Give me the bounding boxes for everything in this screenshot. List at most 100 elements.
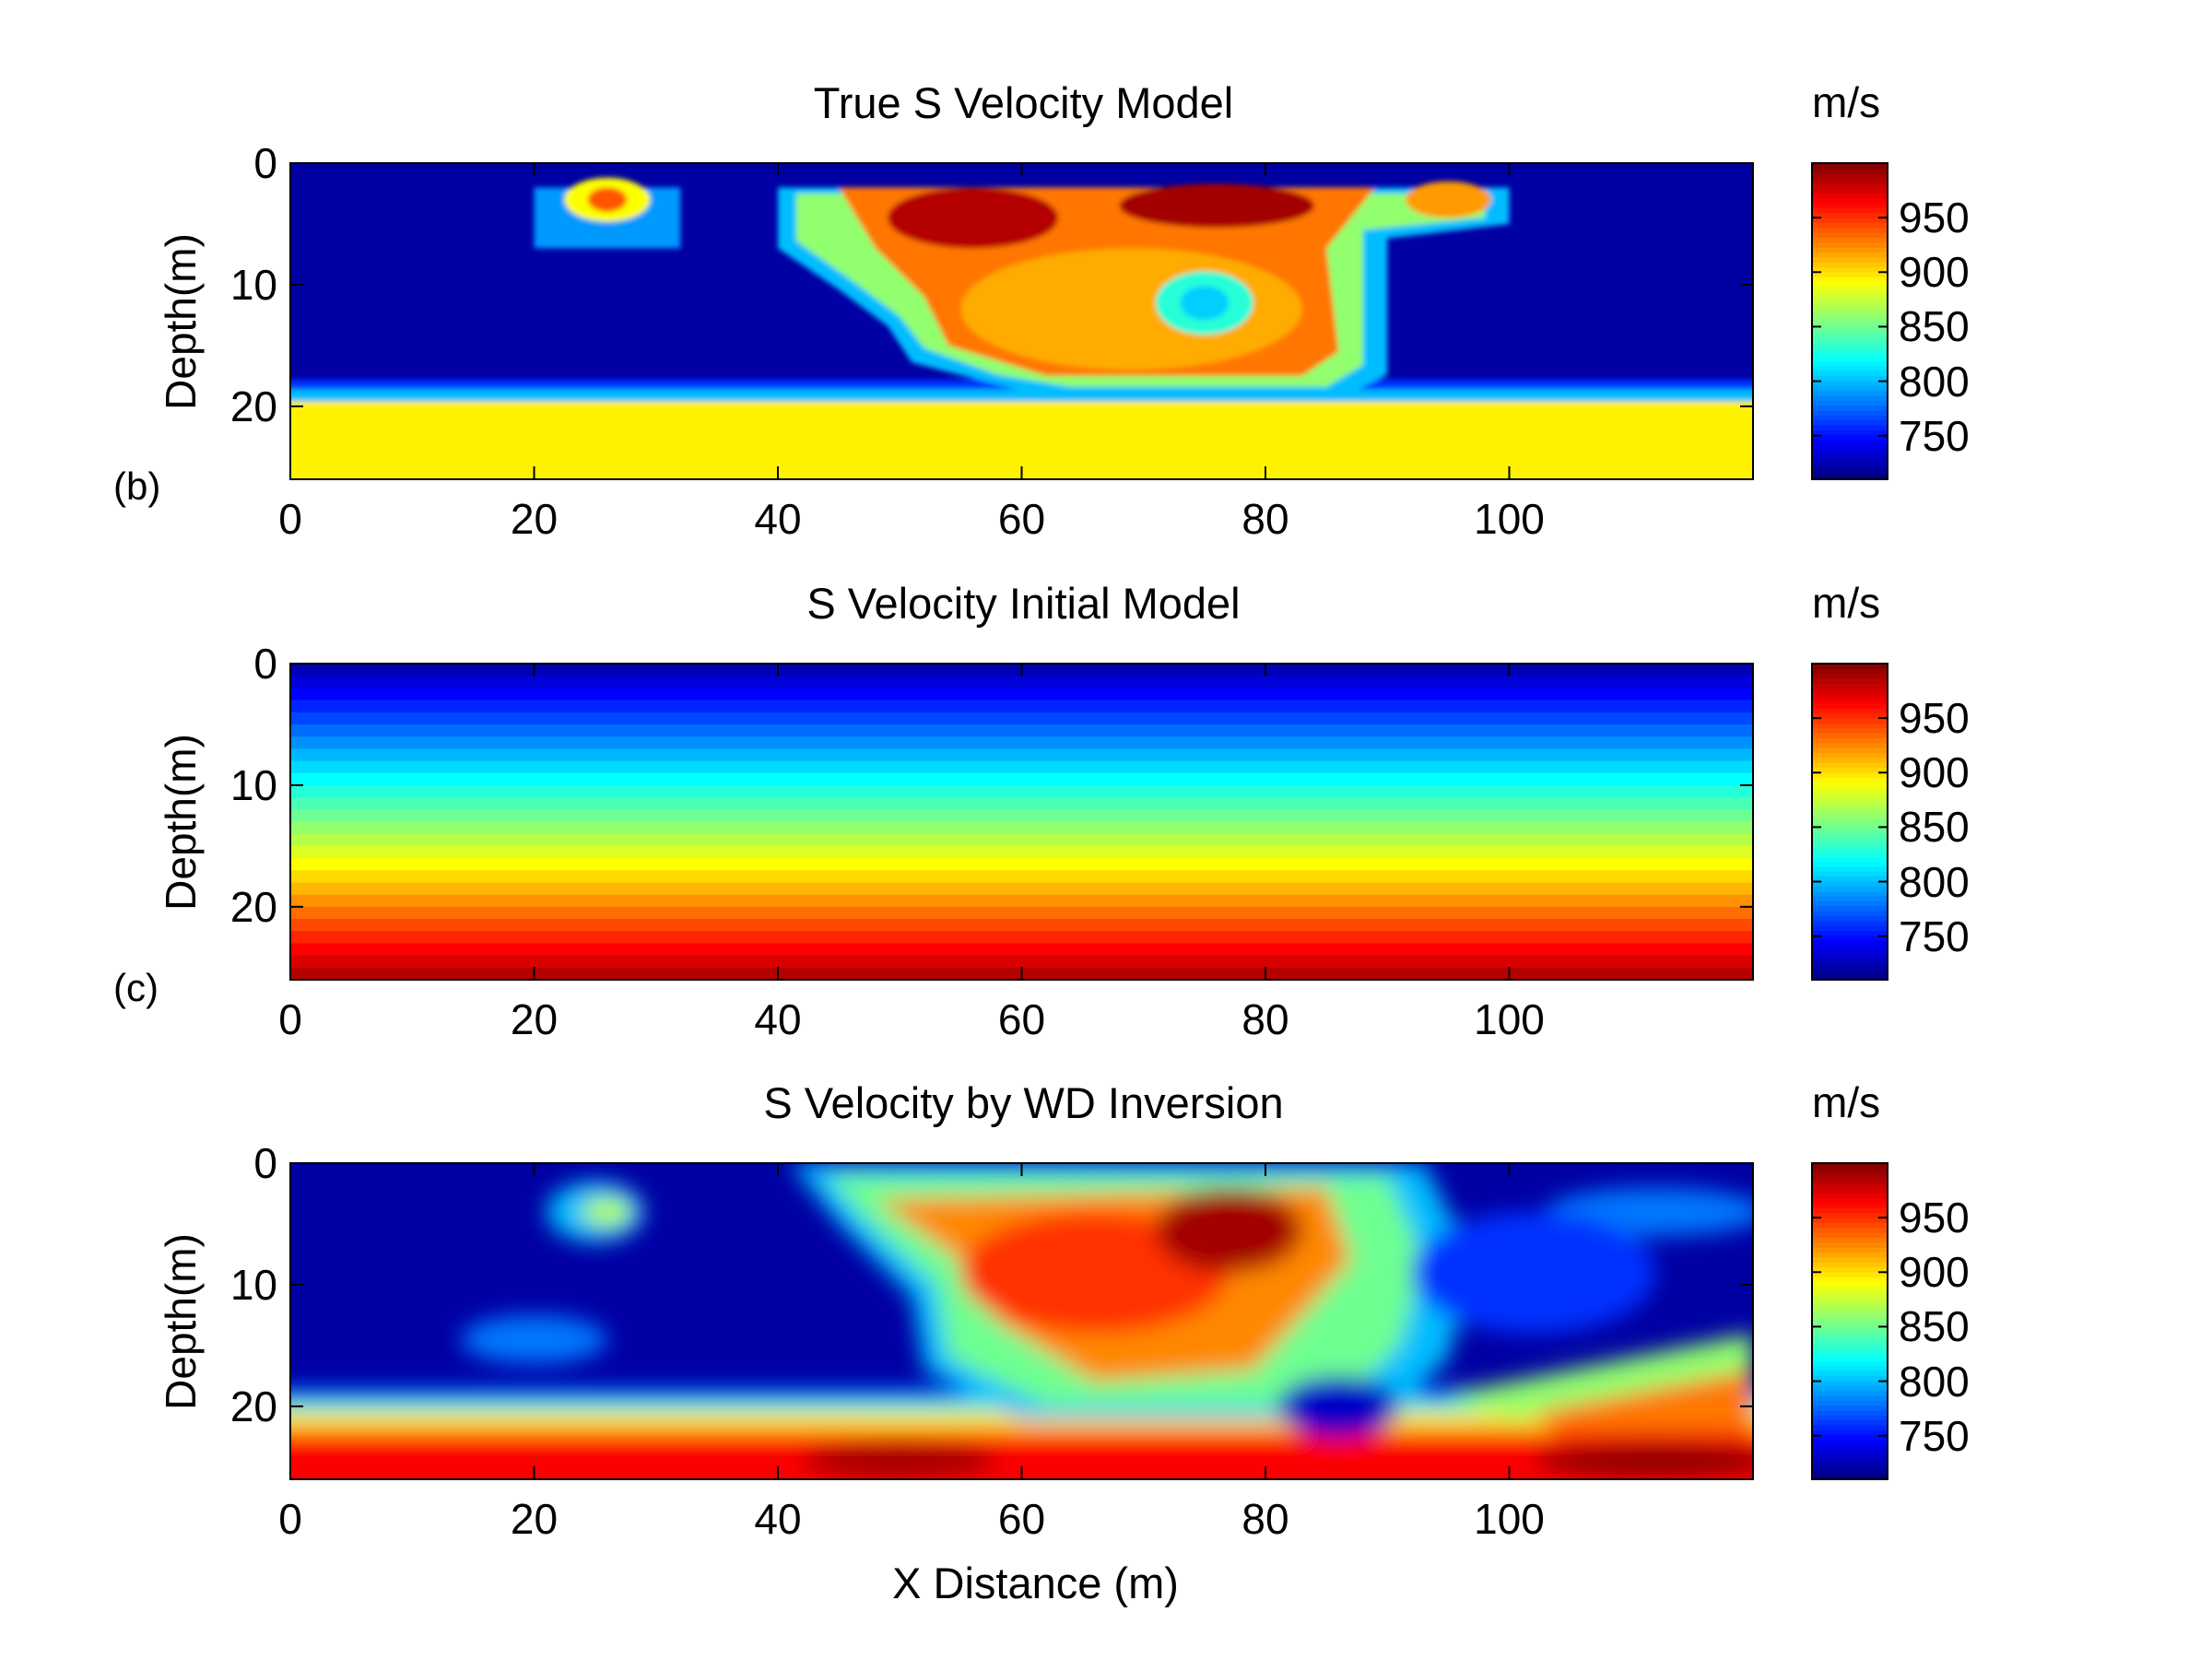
- colorbar-swatch: [1812, 340, 1888, 347]
- colorbar-swatch: [1812, 668, 1888, 675]
- colorbar-swatch: [1812, 212, 1888, 218]
- gradient-band: [290, 943, 1753, 957]
- x-tick-label: 60: [997, 995, 1046, 1043]
- colorbar-swatch: [1812, 786, 1888, 793]
- colorbar-swatch: [1812, 831, 1888, 838]
- colorbar-swatch: [1812, 905, 1888, 912]
- colorbar-swatch: [1812, 1434, 1888, 1441]
- colorbar-swatch: [1812, 678, 1888, 685]
- gradient-band: [290, 858, 1753, 871]
- colorbar-swatch: [1812, 821, 1888, 828]
- colorbar-swatch: [1812, 469, 1888, 476]
- y-tick-label: 10: [229, 260, 277, 309]
- colorbar-swatch: [1812, 311, 1888, 317]
- colorbar-swatch: [1812, 1419, 1888, 1426]
- colorbar-swatch: [1812, 811, 1888, 818]
- colorbar-swatch: [1812, 698, 1888, 704]
- colorbar-swatch: [1812, 1227, 1888, 1233]
- colorbar-swatch: [1812, 286, 1888, 292]
- colorbar-swatch: [1812, 890, 1888, 897]
- colorbar-swatch: [1812, 425, 1888, 431]
- x-tick-label: 100: [1474, 995, 1545, 1043]
- x-tick-label: 100: [1474, 1495, 1545, 1543]
- velocity-feature: [1411, 1211, 1656, 1334]
- colorbar-swatch: [1812, 1409, 1888, 1416]
- gradient-band: [290, 833, 1753, 847]
- gradient-band: [290, 676, 1753, 688]
- colorbar-swatch: [1812, 1247, 1888, 1253]
- colorbar-swatch: [1812, 222, 1888, 229]
- gradient-band: [290, 894, 1753, 908]
- x-tick-label: 40: [754, 495, 802, 543]
- colorbar-swatch: [1812, 861, 1888, 867]
- colorbar-swatch: [1812, 1187, 1888, 1194]
- gradient-band: [290, 870, 1753, 883]
- colorbar-tick-label: 900: [1899, 248, 1970, 297]
- colorbar-swatch: [1812, 900, 1888, 907]
- colorbar-swatch: [1812, 449, 1888, 455]
- colorbar-swatch: [1812, 187, 1888, 194]
- colorbar-swatch: [1812, 940, 1888, 947]
- colorbar-swatch: [1812, 356, 1888, 361]
- colorbar-swatch: [1812, 409, 1888, 416]
- y-tick-label: 0: [253, 1139, 277, 1187]
- colorbar-swatch: [1812, 276, 1888, 283]
- colorbar-swatch: [1812, 802, 1888, 808]
- x-tick-label: 80: [1241, 995, 1289, 1043]
- colorbar-swatch: [1812, 1286, 1888, 1292]
- colorbar-swatch: [1812, 782, 1888, 788]
- colorbar-swatch: [1812, 1241, 1888, 1248]
- colorbar-swatch: [1812, 1212, 1888, 1218]
- gradient-band: [290, 809, 1753, 822]
- x-tick-label: 0: [278, 495, 302, 543]
- colorbar-swatch: [1812, 1375, 1888, 1382]
- colorbar-swatch: [1812, 767, 1888, 773]
- colorbar-swatch: [1812, 1350, 1888, 1357]
- heatmap-plot: [289, 1162, 1754, 1480]
- colorbar: [1811, 162, 1888, 480]
- colorbar-swatch: [1812, 365, 1888, 371]
- colorbar-swatch: [1812, 296, 1888, 302]
- velocity-feature: [290, 401, 1753, 479]
- y-tick-label: 10: [229, 760, 277, 809]
- colorbar-swatch: [1812, 346, 1888, 352]
- y-axis-label: Depth(m): [157, 733, 205, 911]
- colorbar-swatch: [1812, 970, 1888, 976]
- velocity-feature: [290, 389, 1753, 402]
- colorbar-swatch: [1812, 415, 1888, 421]
- colorbar-swatch: [1812, 737, 1888, 744]
- colorbar-swatch: [1812, 1306, 1888, 1312]
- colorbar-swatch: [1812, 1193, 1888, 1199]
- colorbar-swatch: [1812, 920, 1888, 926]
- colorbar-swatch: [1812, 237, 1888, 243]
- colorbar-swatch: [1812, 1207, 1888, 1214]
- gradient-band: [290, 931, 1753, 944]
- colorbar-swatch: [1812, 817, 1888, 823]
- colorbar-tick-label: 800: [1899, 857, 1970, 906]
- colorbar-swatch: [1812, 1346, 1888, 1352]
- y-tick-label: 10: [229, 1260, 277, 1309]
- colorbar-tick-label: 900: [1899, 748, 1970, 797]
- colorbar-swatch: [1812, 1271, 1888, 1277]
- x-tick-label: 20: [510, 1495, 559, 1543]
- colorbar-swatch: [1812, 1301, 1888, 1308]
- velocity-feature: [1406, 181, 1491, 218]
- colorbar-swatch: [1812, 1202, 1888, 1208]
- gradient-band: [290, 688, 1753, 701]
- colorbar-swatch: [1812, 350, 1888, 357]
- colorbar-swatch: [1812, 792, 1888, 798]
- x-tick-label: 0: [278, 1495, 302, 1543]
- gradient-band: [290, 919, 1753, 932]
- colorbar-swatch: [1812, 1405, 1888, 1411]
- gradient-band: [290, 772, 1753, 786]
- colorbar-unit-label: m/s: [1812, 1078, 1881, 1126]
- colorbar-swatch: [1812, 1385, 1888, 1392]
- colorbar-swatch: [1812, 757, 1888, 763]
- colorbar-swatch: [1812, 796, 1888, 803]
- colorbar-swatch: [1812, 241, 1888, 248]
- gradient-band: [290, 955, 1753, 969]
- colorbar-swatch: [1812, 871, 1888, 877]
- colorbar-swatch: [1812, 1197, 1888, 1204]
- colorbar-swatch: [1812, 207, 1888, 214]
- colorbar-unit-label: m/s: [1812, 579, 1881, 627]
